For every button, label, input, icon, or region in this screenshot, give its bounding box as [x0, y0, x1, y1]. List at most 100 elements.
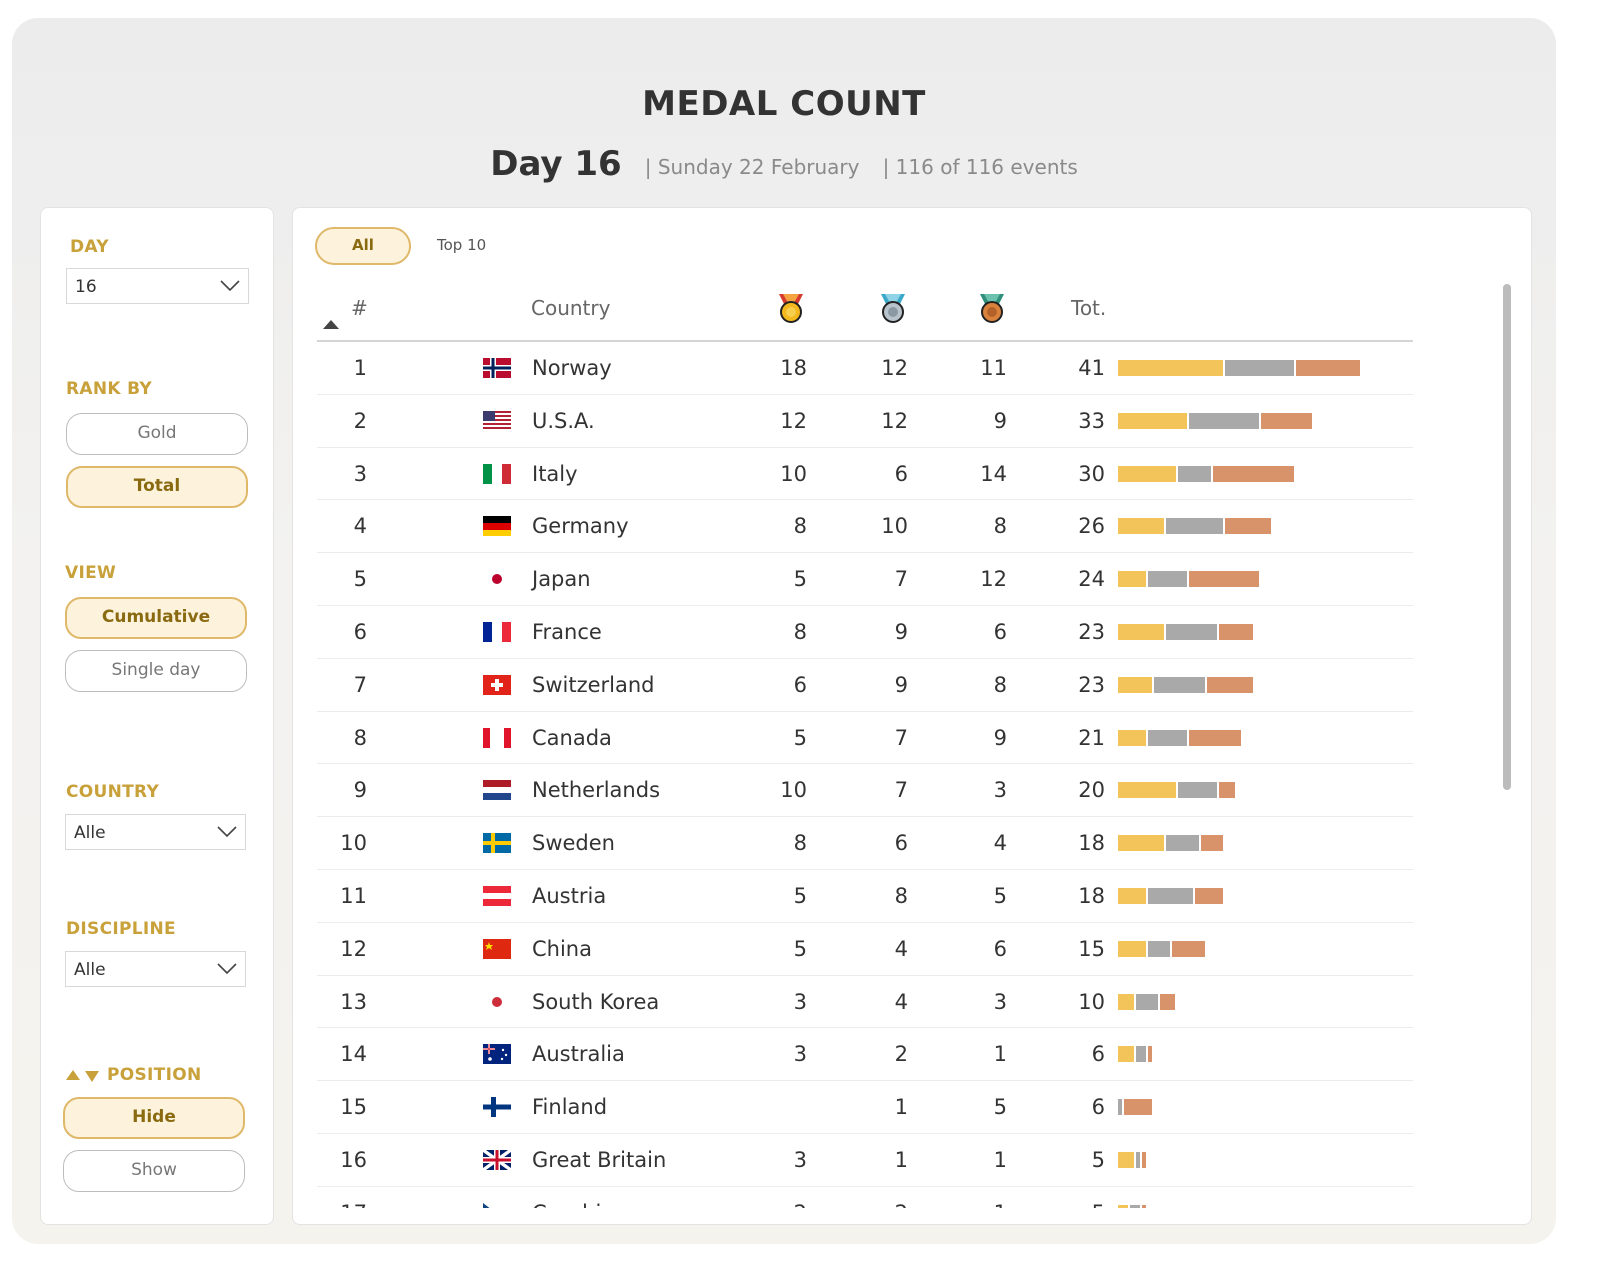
silver-bar-segment [1118, 1099, 1122, 1116]
bronze-bar-segment [1225, 518, 1271, 535]
total-count-cell: 30 [1078, 461, 1105, 486]
rank-by-gold-button[interactable]: Gold [66, 413, 248, 455]
discipline-dropdown[interactable]: Alle [65, 951, 246, 987]
silver-count-cell: 6 [894, 831, 908, 856]
silver-count-cell: 12 [881, 408, 908, 433]
silver-bar-segment [1147, 888, 1194, 904]
rank-cell: 5 [353, 567, 367, 592]
silver-count-cell: 4 [894, 989, 908, 1014]
gold-bar-segment [1118, 676, 1152, 693]
great-britain-flag-icon [483, 1150, 511, 1170]
canada-flag-icon [483, 727, 511, 748]
day-heading: Day 16 [490, 144, 622, 184]
silver-bar-segment [1147, 729, 1188, 746]
country-name-cell: Norway [532, 356, 612, 380]
bronze-bar-segment [1219, 782, 1235, 799]
gold-count-cell: 3 [793, 989, 807, 1014]
sort-ascending-icon[interactable] [323, 320, 339, 329]
silver-bar-segment [1153, 676, 1206, 693]
table-row[interactable]: 17 Czechia 2 2 1 5 [317, 1187, 1413, 1208]
table-row[interactable]: 1 Norway 18 12 11 41 [317, 342, 1413, 395]
total-count-cell: 24 [1078, 567, 1105, 592]
austria-flag-icon [483, 886, 511, 906]
gold-bar-segment [1118, 993, 1134, 1010]
total-count-cell: 41 [1078, 356, 1105, 380]
germany-flag-icon [483, 516, 511, 537]
chevron-down-icon [220, 280, 240, 292]
table-row[interactable]: 3 Italy 10 6 14 30 [317, 448, 1413, 501]
day-dropdown[interactable]: 16 [66, 268, 249, 304]
position-hide-button[interactable]: Hide [63, 1097, 245, 1139]
silver-bar-segment [1147, 571, 1188, 588]
silver-bar-segment [1129, 1204, 1140, 1208]
rank-cell: 15 [340, 1095, 367, 1120]
gold-medal-icon[interactable] [777, 292, 805, 324]
bronze-medal-icon[interactable] [978, 292, 1006, 324]
total-medal-bar [1118, 412, 1314, 429]
bronze-count-cell: 1 [993, 1042, 1007, 1067]
position-show-button[interactable]: Show [63, 1150, 245, 1192]
table-row[interactable]: 5 Japan 5 7 12 24 [317, 553, 1413, 606]
view-single-day-button[interactable]: Single day [65, 650, 247, 692]
table-row[interactable]: 8 Canada 5 7 9 21 [317, 712, 1413, 765]
total-medal-bar [1118, 729, 1243, 746]
gold-bar-segment [1118, 1152, 1134, 1168]
japan-flag-icon [483, 569, 511, 590]
silver-bar-segment [1225, 360, 1295, 376]
gold-bar-segment [1118, 412, 1188, 429]
rank-column-header[interactable]: # [351, 296, 368, 320]
bronze-bar-segment [1213, 465, 1295, 482]
gold-count-cell: 8 [793, 514, 807, 539]
table-row[interactable]: 2 U.S.A. 12 12 9 33 [317, 395, 1413, 448]
total-column-header[interactable]: Tot. [1071, 296, 1107, 320]
table-row[interactable]: 14 Australia 3 2 1 6 [317, 1028, 1413, 1082]
bronze-bar-segment [1123, 1099, 1152, 1116]
country-name-cell: China [532, 936, 592, 961]
gold-count-cell: 18 [780, 356, 807, 380]
table-row[interactable]: 12 China 5 4 6 15 [317, 923, 1413, 976]
bronze-count-cell: 3 [993, 989, 1007, 1014]
country-column-header[interactable]: Country [531, 296, 611, 320]
bronze-count-cell: 5 [993, 1095, 1007, 1120]
rank-cell: 8 [353, 725, 367, 750]
silver-count-cell: 9 [894, 620, 908, 644]
bronze-count-cell: 6 [993, 620, 1007, 644]
silver-count-cell: 8 [894, 884, 908, 908]
bronze-count-cell: 9 [993, 408, 1007, 433]
rank-cell: 1 [353, 356, 367, 380]
table-header: # Country Tot. [317, 272, 1413, 342]
total-count-cell: 5 [1045, 1187, 1105, 1208]
page-subtitle: Day 16 | Sunday 22 February | 116 of 116… [12, 144, 1556, 184]
silver-medal-icon[interactable] [879, 292, 907, 324]
bronze-count-cell: 5 [993, 884, 1007, 908]
table-row[interactable]: 4 Germany 8 10 8 26 [317, 500, 1413, 554]
gold-count-cell: 5 [793, 567, 807, 592]
view-cumulative-button[interactable]: Cumulative [65, 597, 247, 639]
silver-bar-segment [1135, 1046, 1146, 1063]
table-row[interactable]: 16 Great Britain 3 1 1 5 [317, 1134, 1413, 1187]
table-row[interactable]: 15 Finland 1 5 6 [317, 1081, 1413, 1134]
table-row[interactable]: 9 Netherlands 10 7 3 20 [317, 764, 1413, 818]
gold-count-cell [747, 1081, 807, 1134]
table-row[interactable]: 6 France 8 9 6 23 [317, 606, 1413, 659]
gold-count-cell: 12 [780, 408, 807, 433]
total-medal-bar [1118, 888, 1225, 904]
silver-count-cell: 2 [894, 1042, 908, 1067]
bronze-bar-segment [1159, 993, 1176, 1010]
table-row[interactable]: 10 Sweden 8 6 4 18 [317, 817, 1413, 870]
silver-bar-segment [1135, 993, 1158, 1010]
tab-top-10[interactable]: Top 10 [437, 236, 487, 254]
table-row[interactable]: 13 South Korea 3 4 3 10 [317, 976, 1413, 1029]
vertical-scrollbar[interactable] [1503, 284, 1511, 790]
table-row[interactable]: 7 Switzerland 6 9 8 23 [317, 659, 1413, 712]
bronze-bar-segment [1141, 1152, 1146, 1168]
total-medal-bar [1118, 993, 1177, 1010]
silver-bar-segment [1135, 1152, 1140, 1168]
bronze-count-cell: 12 [980, 567, 1007, 592]
country-dropdown[interactable]: Alle [65, 814, 246, 850]
total-count-cell: 6 [1091, 1095, 1105, 1120]
table-row[interactable]: 11 Austria 5 8 5 18 [317, 870, 1413, 923]
rank-by-total-button[interactable]: Total [66, 466, 248, 508]
bronze-count-cell: 3 [993, 778, 1007, 803]
tab-all[interactable]: All [315, 227, 411, 265]
